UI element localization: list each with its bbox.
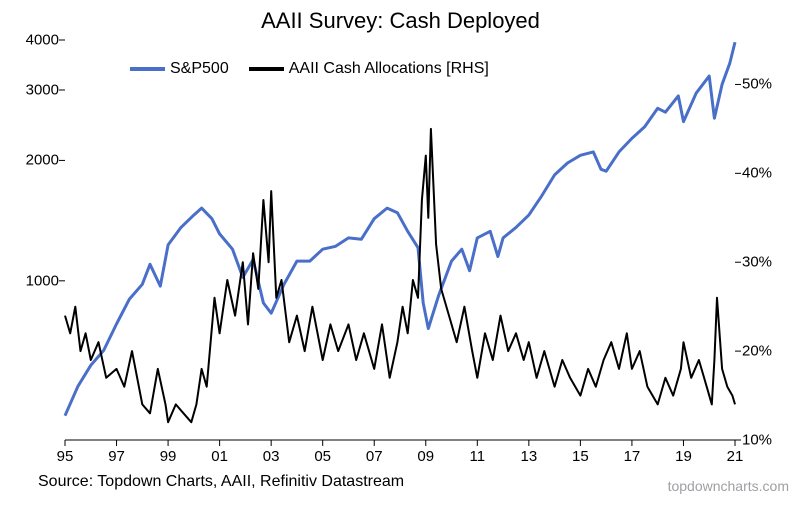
x-tick-label: 07	[359, 448, 389, 465]
x-tick-label: 13	[514, 448, 544, 465]
source-text: Source: Topdown Charts, AAII, Refinitiv …	[38, 473, 404, 491]
y-left-tick-label: 1000	[4, 272, 59, 289]
x-tick-label: 19	[668, 448, 698, 465]
x-tick-label: 09	[411, 448, 441, 465]
x-tick-label: 95	[50, 448, 80, 465]
x-tick-label: 17	[617, 448, 647, 465]
y-right-tick-label: 30%	[742, 254, 792, 271]
x-tick-label: 99	[153, 448, 183, 465]
x-tick-label: 21	[720, 448, 750, 465]
plot-area	[65, 40, 735, 440]
chart-title: AAII Survey: Cash Deployed	[0, 8, 801, 34]
y-left-tick-label: 4000	[4, 32, 59, 49]
attribution-text: topdowncharts.com	[668, 478, 789, 494]
x-tick-label: 05	[308, 448, 338, 465]
x-tick-label: 01	[205, 448, 235, 465]
y-right-tick-label: 20%	[742, 343, 792, 360]
y-right-tick-label: 50%	[742, 76, 792, 93]
y-left-tick-label: 2000	[4, 152, 59, 169]
chart-container: AAII Survey: Cash Deployed S&P500 AAII C…	[0, 0, 801, 513]
x-tick-label: 11	[462, 448, 492, 465]
y-left-tick-label: 3000	[4, 81, 59, 98]
y-right-tick-label: 10%	[742, 432, 792, 449]
y-right-tick-label: 40%	[742, 165, 792, 182]
x-tick-label: 15	[565, 448, 595, 465]
x-tick-label: 97	[102, 448, 132, 465]
x-tick-label: 03	[256, 448, 286, 465]
